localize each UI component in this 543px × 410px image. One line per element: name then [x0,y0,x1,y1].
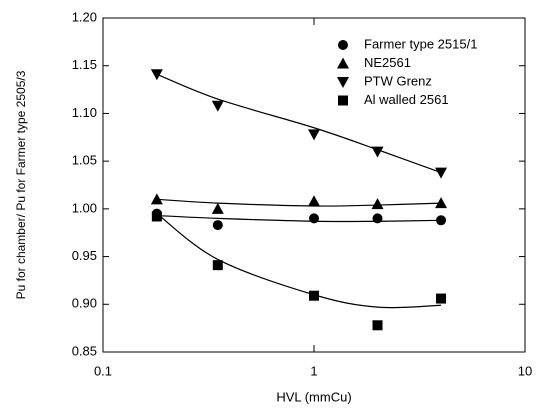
legend-marker [338,40,348,50]
legend-marker [337,57,349,69]
marker [309,290,319,301]
marker [308,195,320,207]
marker [211,202,224,214]
plot-frame [102,17,526,353]
y-tick-label: 0.85 [72,343,97,358]
legend-marker [337,77,349,88]
y-tick-label: 1.10 [72,105,97,120]
fit-curve [156,214,442,223]
marker [212,220,223,231]
marker [436,293,447,304]
y-tick-label: 0.95 [72,248,97,263]
legend-label: PTW Grenz [364,73,432,88]
y-axis-label: Pu for chamber/ Pu for Farmer type 2505/… [14,70,28,299]
x-axis-label: HVL (mmCu) [276,389,351,404]
marker [212,260,223,271]
marker [150,193,163,205]
marker [150,69,163,81]
y-tick-label: 1.05 [72,153,97,168]
x-tick-label: 0.1 [94,363,112,378]
marker [435,197,448,209]
marker [435,167,448,179]
legend-label: NE2561 [364,55,411,70]
marker [309,213,319,224]
marker [151,211,162,222]
legend-label: Farmer type 2515/1 [364,36,477,51]
marker [371,146,384,158]
y-tick-label: 1.20 [72,9,97,24]
marker [372,320,383,331]
fit-curve [156,73,442,174]
marker [371,198,384,210]
x-tick-label: 1 [310,363,317,378]
legend-marker [338,95,348,106]
y-tick-label: 0.90 [72,296,97,311]
marker [211,100,224,112]
y-tick-label: 1.00 [72,200,97,215]
fit-curve [156,213,442,309]
marker [372,213,383,224]
x-tick-label: 10 [518,363,532,378]
fit-curve [156,198,442,207]
marker [436,215,447,226]
marker [308,129,320,141]
y-tick-label: 1.15 [72,57,97,72]
legend-label: Al walled 2561 [364,92,449,107]
